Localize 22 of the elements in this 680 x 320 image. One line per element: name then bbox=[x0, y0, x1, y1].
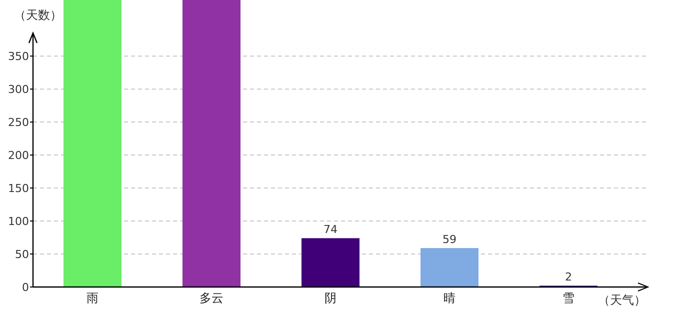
x-tick-label: 多云 bbox=[200, 291, 224, 305]
y-tick-label: 350 bbox=[8, 50, 29, 64]
bar bbox=[420, 248, 478, 287]
y-tick-label: 150 bbox=[8, 182, 29, 196]
x-tick-label: 雨 bbox=[86, 291, 98, 305]
y-tick-label: 250 bbox=[8, 116, 29, 130]
bar bbox=[302, 238, 360, 287]
data-label: 74 bbox=[324, 223, 338, 236]
y-tick-label: 300 bbox=[8, 83, 29, 96]
x-tick-label: 晴 bbox=[444, 291, 456, 305]
data-label: 59 bbox=[442, 233, 456, 246]
y-axis-title: （天数） bbox=[14, 8, 62, 22]
bar bbox=[64, 0, 122, 287]
x-tick-label: 雪 bbox=[562, 291, 574, 305]
x-tick-label: 阴 bbox=[324, 291, 336, 305]
bar bbox=[182, 0, 240, 287]
y-tick-label: 200 bbox=[8, 149, 29, 162]
x-axis-title: （天气） bbox=[598, 293, 646, 307]
y-tick-label: 0 bbox=[22, 281, 29, 294]
y-tick-label: 100 bbox=[8, 215, 29, 228]
data-label: 2 bbox=[565, 270, 572, 284]
y-tick-label: 50 bbox=[15, 248, 29, 262]
